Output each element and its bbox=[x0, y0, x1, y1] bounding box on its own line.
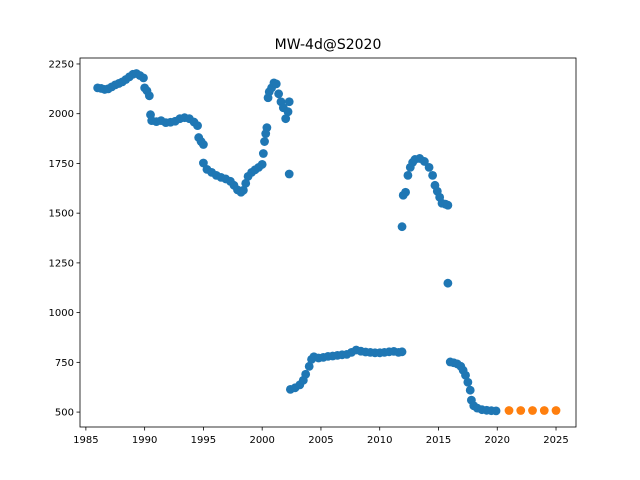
data-point bbox=[504, 406, 514, 415]
y-axis: 500 750 1000 1250 1500 1750 2000 2250 bbox=[49, 59, 80, 419]
x-axis: 1985 1990 1995 2000 2005 2010 2015 2020 2025 bbox=[73, 427, 569, 446]
data-point bbox=[443, 200, 453, 210]
data-point bbox=[258, 149, 268, 158]
data-point bbox=[271, 79, 281, 89]
x-tick-label: 2025 bbox=[543, 435, 568, 446]
data-point bbox=[193, 121, 202, 131]
x-tick-label: 1990 bbox=[132, 435, 157, 446]
chart-title: MW-4d@S2020 bbox=[275, 37, 382, 53]
y-tick-label: 2000 bbox=[49, 109, 74, 120]
data-point bbox=[241, 178, 251, 188]
data-point bbox=[139, 73, 148, 83]
y-tick-label: 500 bbox=[55, 408, 74, 419]
data-point bbox=[199, 140, 208, 149]
data-point bbox=[262, 123, 272, 133]
data-point bbox=[238, 185, 248, 195]
data-point bbox=[257, 160, 267, 169]
data-point bbox=[401, 187, 410, 197]
data-point bbox=[403, 170, 413, 180]
x-tick-label: 1985 bbox=[73, 435, 98, 446]
data-point bbox=[284, 97, 294, 107]
x-tick-label: 2000 bbox=[249, 435, 274, 446]
data-point bbox=[301, 369, 311, 379]
data-point bbox=[397, 222, 407, 232]
axes-frame bbox=[79, 57, 577, 428]
points-layer bbox=[93, 69, 561, 416]
data-point bbox=[397, 347, 407, 357]
data-point bbox=[419, 157, 429, 166]
data-point bbox=[465, 385, 475, 395]
data-point bbox=[528, 406, 537, 415]
data-point bbox=[539, 406, 549, 415]
x-tick-label: 2020 bbox=[485, 435, 510, 446]
y-tick-label: 1000 bbox=[49, 308, 74, 319]
y-tick-label: 1250 bbox=[49, 258, 74, 269]
data-point bbox=[260, 137, 269, 146]
x-tick-label: 2010 bbox=[367, 435, 392, 446]
y-tick-label: 1500 bbox=[49, 209, 74, 220]
data-point bbox=[491, 406, 501, 416]
data-point bbox=[443, 278, 453, 288]
data-point bbox=[428, 170, 438, 180]
data-point bbox=[283, 107, 293, 117]
x-tick-label: 2015 bbox=[426, 435, 451, 446]
series-2 bbox=[504, 406, 561, 415]
data-point bbox=[274, 89, 284, 99]
data-point bbox=[461, 370, 470, 380]
data-point bbox=[463, 377, 473, 387]
data-point bbox=[281, 114, 291, 124]
y-tick-label: 1750 bbox=[49, 159, 74, 170]
data-point bbox=[551, 406, 561, 415]
y-tick-label: 2250 bbox=[49, 59, 74, 70]
series-1 bbox=[93, 69, 501, 416]
x-tick-label: 1995 bbox=[191, 435, 216, 446]
data-point bbox=[304, 361, 314, 371]
y-tick-label: 750 bbox=[55, 358, 74, 369]
x-tick-label: 2005 bbox=[308, 435, 333, 446]
data-point bbox=[516, 406, 526, 415]
data-point bbox=[284, 169, 294, 179]
data-point bbox=[144, 91, 154, 101]
data-point bbox=[424, 163, 434, 172]
